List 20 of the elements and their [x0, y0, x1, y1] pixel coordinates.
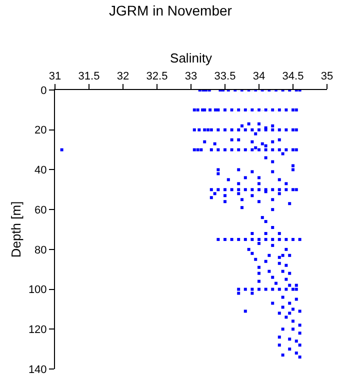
y-tick-label: 80: [34, 244, 47, 256]
y-tick-label: 100: [28, 284, 47, 296]
y-tick-label: 20: [34, 124, 47, 137]
x-tick-label: 35: [320, 70, 334, 83]
x-tick-label: 32.5: [146, 70, 168, 83]
x-tick-label: 31.5: [78, 70, 100, 83]
x-tick-label: 34: [252, 70, 266, 83]
y-tick-label: 0: [40, 84, 47, 97]
y-tick-label: 140: [28, 364, 47, 376]
y-axis-title: Depth [m]: [8, 201, 24, 258]
x-tick-label: 32: [116, 70, 130, 83]
x-tick-label: 33.5: [214, 70, 236, 83]
x-tick-label: 31: [48, 70, 62, 83]
y-tick-label: 60: [34, 204, 47, 216]
y-tick-label: 40: [34, 164, 47, 177]
x-tick-label: 34.5: [282, 70, 304, 83]
y-tick-label: 120: [28, 324, 47, 336]
x-tick-label: 33: [184, 70, 198, 83]
chart-title: JGRM in November: [109, 2, 232, 19]
x-axis-title: Salinity: [170, 50, 212, 66]
